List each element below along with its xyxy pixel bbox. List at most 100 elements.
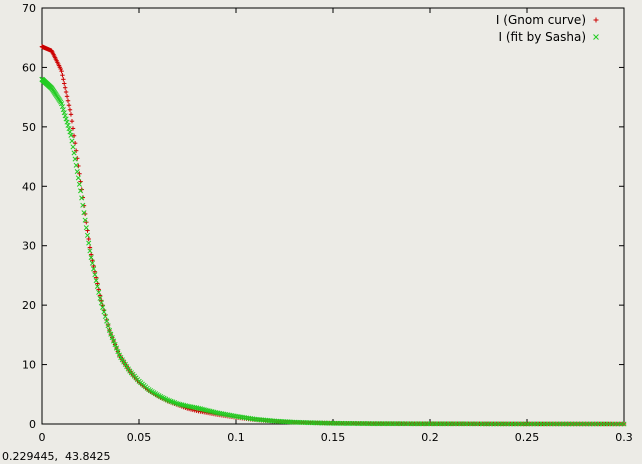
data-point: [102, 313, 108, 320]
data-point: [81, 210, 87, 216]
y-tick-label: 60: [22, 61, 36, 74]
data-point: [100, 304, 106, 311]
x-tick-label: 0.1: [227, 431, 245, 444]
data-point: [97, 295, 103, 301]
axes: 0 0.05 0.1 0.15 0.2 0.25 0.3 0 10 20 30 40 50 60 70: [22, 2, 633, 444]
data-point: [86, 236, 91, 242]
data-point: [61, 110, 67, 116]
plot-area: [41, 7, 625, 425]
data-point: [89, 260, 95, 266]
data-point: [76, 181, 82, 187]
x-tick-label: 0.2: [421, 431, 439, 444]
data-point: [66, 103, 72, 108]
data-point: [98, 300, 104, 306]
y-tick-label: 0: [29, 418, 36, 431]
data-point: [86, 240, 92, 246]
data-point: [83, 225, 89, 231]
y-tick-label: 10: [22, 359, 36, 372]
data-point: [88, 255, 94, 261]
data-point: [59, 101, 65, 107]
data-point: [115, 348, 121, 355]
data-point: [71, 133, 77, 138]
x-tick-label: 0.3: [615, 431, 633, 444]
legend-label-fit-by-sasha: I (fit by Sasha): [498, 30, 586, 44]
data-point: [91, 266, 97, 272]
data-point: [621, 421, 627, 427]
data-point: [124, 364, 130, 370]
data-point: [63, 89, 69, 95]
y-tick-label: 50: [22, 121, 36, 134]
x-tick-label: 0: [39, 431, 46, 444]
data-point: [64, 94, 70, 99]
series-layer: [39, 44, 627, 427]
data-point: [69, 118, 75, 124]
x-tick-label: 0.25: [515, 431, 540, 444]
data-point: [62, 81, 67, 86]
x-tick-label: 0.05: [127, 431, 152, 444]
data-point: [70, 126, 76, 131]
data-point: [184, 403, 190, 409]
data-point: [62, 85, 68, 90]
legend-label-gnom-curve: I (Gnom curve): [496, 13, 586, 27]
legend: I (Gnom curve) I (fit by Sasha): [496, 13, 599, 44]
data-point: [82, 217, 88, 223]
data-point: [69, 138, 75, 144]
data-point: [105, 323, 111, 329]
legend-marker-fit-by-sasha: [593, 34, 599, 40]
data-point: [112, 341, 118, 348]
data-point: [118, 354, 124, 361]
data-point: [87, 245, 93, 250]
data-point: [108, 331, 114, 337]
data-point: [80, 202, 86, 208]
data-point: [61, 77, 66, 82]
data-point: [68, 132, 74, 138]
coordinate-readout: 0.229445, 43.8425: [2, 450, 111, 463]
data-point: [60, 107, 66, 113]
data-point: [59, 104, 66, 110]
data-point: [67, 107, 73, 112]
data-point: [96, 289, 102, 295]
data-point: [87, 248, 93, 254]
data-point: [70, 144, 76, 150]
data-point: [62, 113, 68, 119]
data-point: [71, 150, 77, 156]
data-point: [84, 232, 91, 238]
data-point: [186, 403, 192, 410]
data-point: [88, 252, 94, 257]
legend-marker-gnom-curve: [593, 17, 599, 23]
data-point: [68, 112, 74, 117]
data-point: [122, 361, 128, 367]
data-point: [111, 338, 117, 344]
data-point: [65, 98, 71, 103]
data-point: [109, 335, 115, 341]
data-point: [106, 327, 112, 333]
data-point: [113, 345, 120, 351]
legend-markers: [593, 17, 599, 40]
series-fit-by-sasha: [39, 76, 627, 427]
y-tick-label: 40: [22, 180, 36, 193]
data-point: [116, 352, 122, 358]
y-tick-label: 30: [22, 240, 36, 253]
data-point: [58, 66, 63, 72]
data-point: [104, 318, 110, 324]
data-point: [101, 309, 107, 315]
data-point: [74, 169, 80, 175]
data-point: [93, 278, 99, 284]
data-point: [190, 404, 196, 410]
data-point: [99, 298, 104, 303]
data-point: [60, 73, 65, 78]
x-tick-label: 0.15: [321, 431, 346, 444]
data-point: [79, 195, 85, 201]
data-point: [94, 283, 100, 289]
data-point: [121, 359, 127, 365]
data-point: [75, 175, 81, 181]
data-point: [59, 68, 64, 74]
y-tick-label: 20: [22, 299, 36, 312]
data-point: [72, 156, 78, 162]
data-point: [92, 272, 98, 278]
data-point: [78, 188, 84, 194]
data-point: [73, 162, 79, 168]
data-point: [119, 357, 125, 363]
